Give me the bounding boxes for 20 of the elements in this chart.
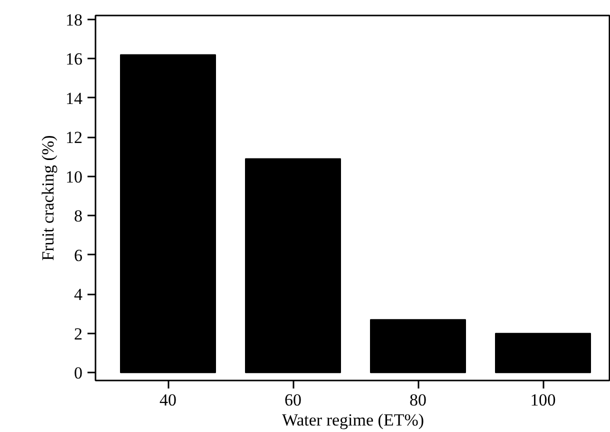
y-tick-label: 4 <box>74 285 83 304</box>
y-axis-title: Fruit cracking (%) <box>38 135 58 261</box>
y-tick-label: 12 <box>66 128 82 148</box>
y-tick-label: 6 <box>74 246 82 265</box>
x-tick-label: 40 <box>160 390 176 410</box>
x-tick-label: 100 <box>530 390 556 410</box>
y-tick-label: 18 <box>66 10 82 30</box>
x-tick-label: 80 <box>410 390 426 410</box>
y-tick-label: 0 <box>74 364 82 383</box>
x-tick-label: 60 <box>284 390 302 410</box>
bar <box>370 319 466 374</box>
y-tick-label: 16 <box>66 50 82 69</box>
bar <box>245 158 341 374</box>
bar <box>120 54 216 374</box>
y-tick-label: 14 <box>66 88 83 108</box>
y-tick-label: 2 <box>74 324 82 344</box>
y-tick-label: 8 <box>74 206 82 226</box>
bar <box>495 332 591 374</box>
y-tick-label: 10 <box>66 167 82 186</box>
x-axis-title: Water regime (ET%) <box>282 410 424 430</box>
